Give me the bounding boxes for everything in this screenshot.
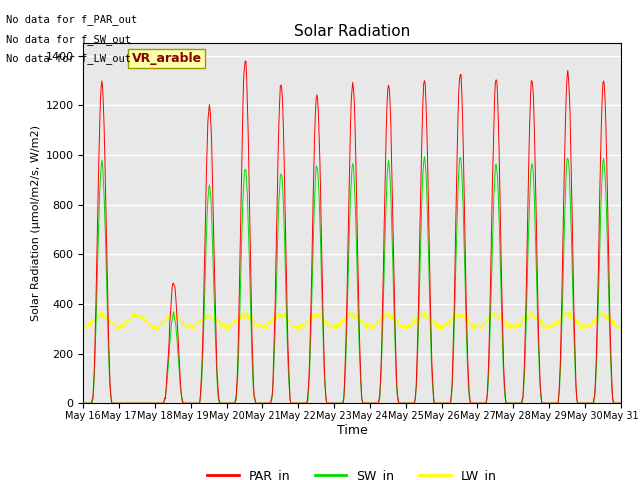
Text: No data for f_LW_out: No data for f_LW_out	[6, 53, 131, 64]
Text: No data for f_SW_out: No data for f_SW_out	[6, 34, 131, 45]
Text: VR_arable: VR_arable	[132, 52, 202, 65]
Legend: PAR_in, SW_in, LW_in: PAR_in, SW_in, LW_in	[202, 464, 502, 480]
Text: No data for f_PAR_out: No data for f_PAR_out	[6, 14, 138, 25]
X-axis label: Time: Time	[337, 424, 367, 437]
Y-axis label: Solar Radiation (μmol/m2/s, W/m2): Solar Radiation (μmol/m2/s, W/m2)	[31, 125, 41, 321]
Title: Solar Radiation: Solar Radiation	[294, 24, 410, 39]
